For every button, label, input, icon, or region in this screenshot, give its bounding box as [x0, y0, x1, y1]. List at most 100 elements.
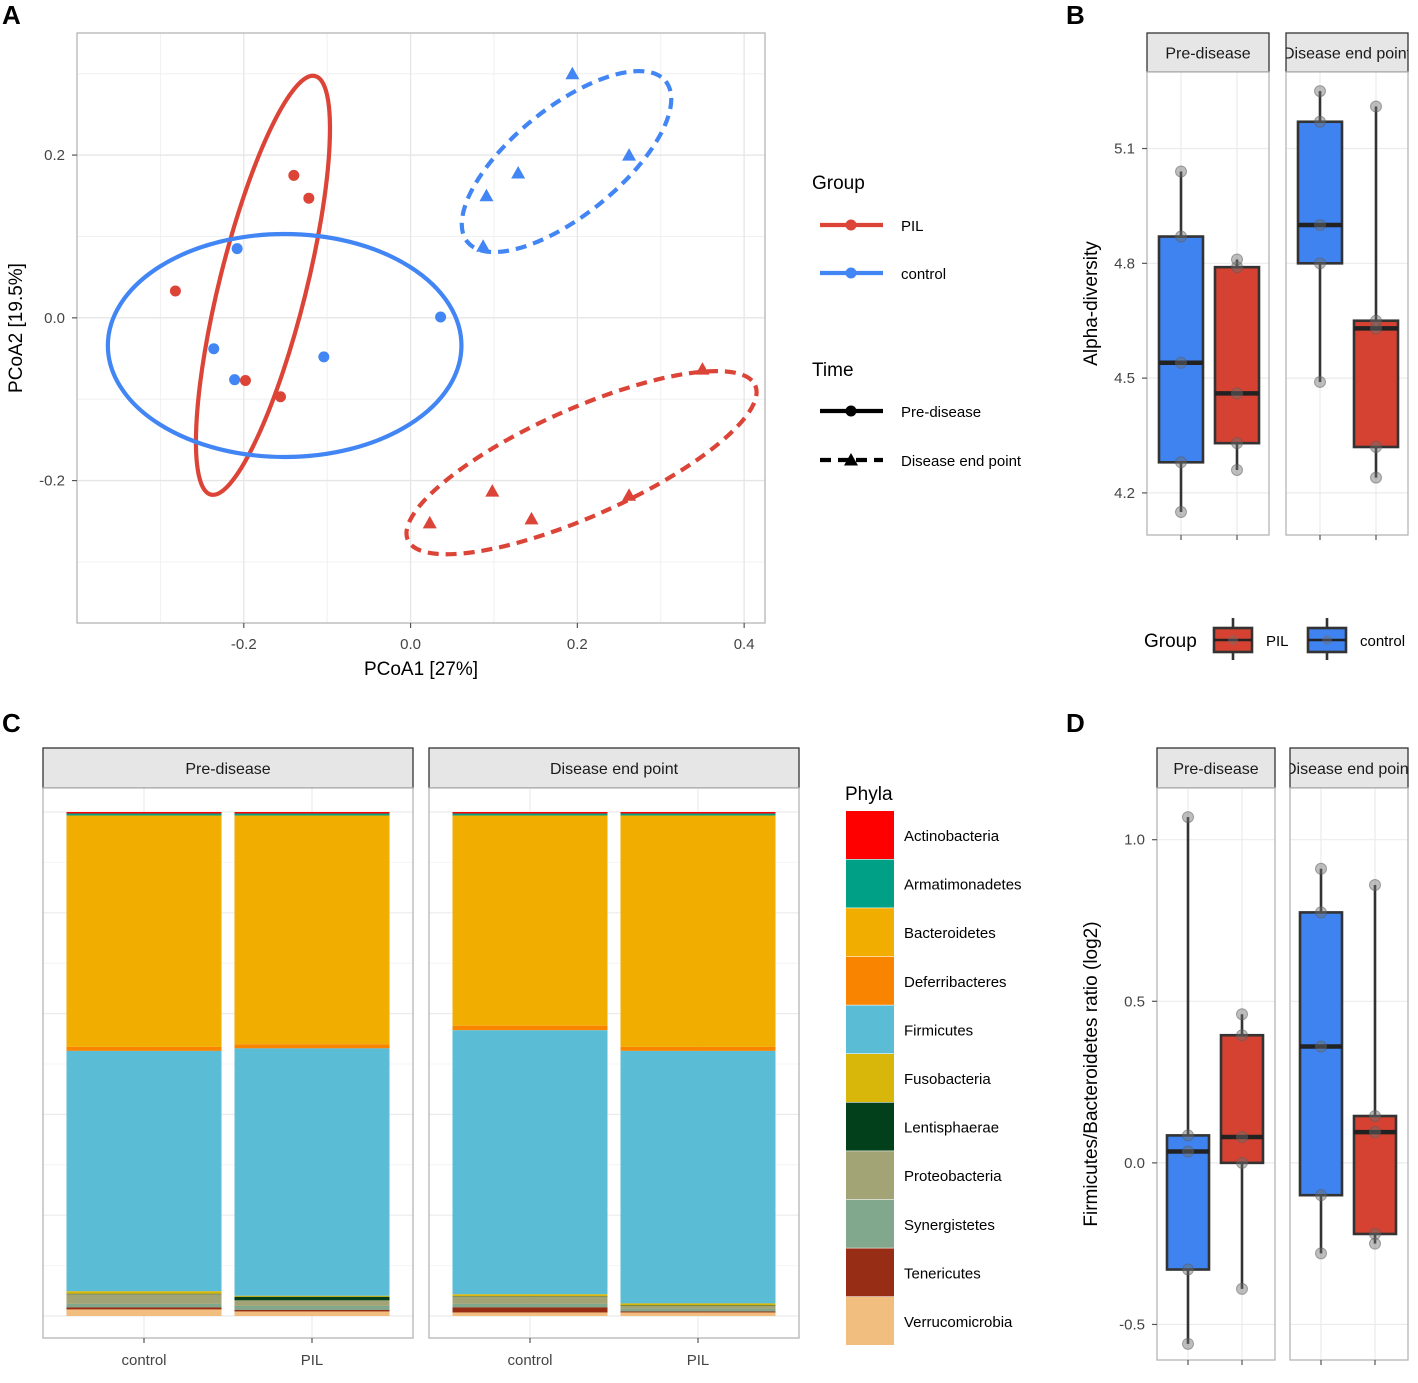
data-point-pil: [1369, 878, 1381, 891]
data-point-pil: [1370, 440, 1382, 453]
panel-d-fb-ratio: Pre-disease Disease end point -0.5 0.0 0.5 1.…: [1081, 747, 1409, 1365]
legend-key-synergistetes: [846, 1199, 894, 1248]
bar-segment-actinobacteria: [66, 812, 222, 814]
legend-key-deferribacteres: [846, 956, 894, 1005]
y-tick-label: -0.5: [1119, 1316, 1145, 1333]
data-point-pil: [1369, 1110, 1381, 1123]
bar-segment-bacteroidetes: [66, 815, 222, 1047]
bar-segment-armatimonadetes: [234, 813, 390, 816]
bar-segment-tenericutes: [620, 1311, 776, 1313]
bar-segment-deferribacteres: [234, 1044, 390, 1049]
x-tick-label: 0.4: [734, 636, 755, 653]
legend-key-point: [845, 267, 857, 279]
point-control-pre-disease: [231, 243, 243, 255]
panel-letter-a: A: [2, 0, 21, 30]
legend-time-label: Pre-disease: [901, 404, 981, 421]
legend-label-fusobacteria: Fusobacteria: [904, 1071, 991, 1088]
legend-key-tenericutes: [846, 1248, 894, 1297]
data-point-pil: [1236, 1008, 1248, 1021]
facet-plot-border: [428, 787, 800, 1339]
facet-plot-border: [42, 787, 414, 1339]
legend-label-tenericutes: Tenericutes: [904, 1265, 981, 1282]
gridlines: [77, 33, 765, 623]
bar-segment-proteobacteria: [66, 1294, 222, 1304]
point-control-pre-disease: [435, 311, 447, 323]
data-point-pil: [1370, 314, 1382, 327]
data-point-control: [1315, 862, 1327, 875]
data-point-control: [1314, 219, 1326, 232]
legend-c: Phyla Actinobacteria Armatimonadetes Bacter…: [845, 784, 1022, 1345]
data-point-control: [1175, 230, 1187, 243]
x-tick-label: 0.2: [567, 636, 588, 653]
box-pil-disease-end-point: [1352, 1114, 1398, 1236]
legend-key-proteobacteria: [846, 1151, 894, 1200]
facet-strip: [42, 747, 414, 789]
legend-group-label: PIL: [901, 218, 924, 235]
legend-label-verrucomicrobia: Verrucomicrobia: [904, 1314, 1013, 1331]
bar-segment-tenericutes: [66, 1307, 222, 1310]
box-control-pre-disease: [1157, 235, 1205, 464]
data-point-control: [1314, 375, 1326, 388]
facet-plot-border: [1146, 71, 1270, 536]
box-pil-disease-end-point: [1352, 319, 1400, 449]
y-tick-label: 0.2: [44, 147, 65, 164]
y-tick-label: 1.0: [1124, 832, 1145, 849]
bar-segment-armatimonadetes: [452, 813, 608, 816]
legend-label-synergistetes: Synergistetes: [904, 1217, 995, 1234]
data-point-control: [1175, 356, 1187, 369]
data-point-control: [1314, 85, 1326, 98]
facet-strip-label: Disease end point: [550, 761, 679, 778]
legend-group-label: PIL: [1266, 633, 1289, 650]
bar-segment-firmicutes: [620, 1050, 776, 1304]
y-tick-label: 0.5: [1124, 993, 1145, 1010]
legend-label-proteobacteria: Proteobacteria: [904, 1168, 1002, 1185]
panel-letter-d: D: [1066, 708, 1085, 738]
data-point-control: [1315, 906, 1327, 919]
bar-segment-firmicutes: [452, 1030, 608, 1295]
facet-plot-border: [1285, 71, 1409, 536]
legend-label-actinobacteria: Actinobacteria: [904, 828, 1000, 845]
bar-segment-bacteroidetes: [620, 815, 776, 1047]
legend-group-label: control: [901, 266, 946, 283]
facet-strip-label: Pre-disease: [1165, 46, 1250, 63]
legend-key-fusobacteria: [846, 1054, 894, 1102]
legend-key-lentisphaerae: [846, 1102, 894, 1151]
point-control-disease-end-point: [622, 148, 637, 161]
bar-segment-verrucomicrobia: [452, 1312, 608, 1316]
facet-strip: [428, 747, 800, 789]
legend-label-bacteroidetes: Bacteroidetes: [904, 925, 996, 942]
legend-key-point: [844, 453, 858, 466]
panel-letter-c: C: [2, 708, 21, 738]
point-control-disease-end-point: [479, 188, 494, 202]
y-tick-label: 5.1: [1114, 141, 1135, 158]
facet-strip-label: Disease end point: [1283, 46, 1412, 63]
y-tick-label: 4.2: [1114, 485, 1135, 502]
legend-key-verrucomicrobia: [846, 1297, 894, 1345]
legend-key-point: [845, 219, 857, 231]
data-point-pil: [1369, 1126, 1381, 1139]
data-point-pil: [1231, 437, 1243, 450]
point-pil-pre-disease: [288, 169, 300, 181]
ellipse-pil-pre-disease: [193, 73, 333, 497]
x-tick-label: PIL: [301, 1352, 324, 1369]
facet-strip: [1289, 747, 1409, 789]
box-pil-pre-disease: [1213, 265, 1261, 445]
legend-time-label: Disease end point: [901, 453, 1022, 470]
bar-segment-verrucomicrobia: [66, 1309, 222, 1316]
data-point-control: [1182, 811, 1194, 824]
bar-segment-tenericutes: [234, 1309, 390, 1312]
data-point-pil: [1369, 1237, 1381, 1250]
bar-segment-actinobacteria: [234, 812, 390, 814]
panel-b-alpha-diversity: Pre-disease Disease end point 4.2 4.5 4.8 5.1…: [1081, 32, 1412, 660]
bar-segment-verrucomicrobia: [620, 1312, 776, 1316]
ellipse-pil-disease-end-point: [404, 368, 759, 557]
bar-segment-bacteroidetes: [234, 815, 390, 1045]
point-control-pre-disease: [208, 343, 220, 355]
box-control-pre-disease: [1165, 1134, 1211, 1271]
bar-segment-fusobacteria: [234, 1295, 390, 1297]
bar-segment-synergistetes: [234, 1305, 390, 1310]
x-tick-label: control: [507, 1352, 552, 1369]
ellipse-control-disease-end-point: [459, 68, 674, 255]
bar-segment-actinobacteria: [620, 812, 776, 814]
